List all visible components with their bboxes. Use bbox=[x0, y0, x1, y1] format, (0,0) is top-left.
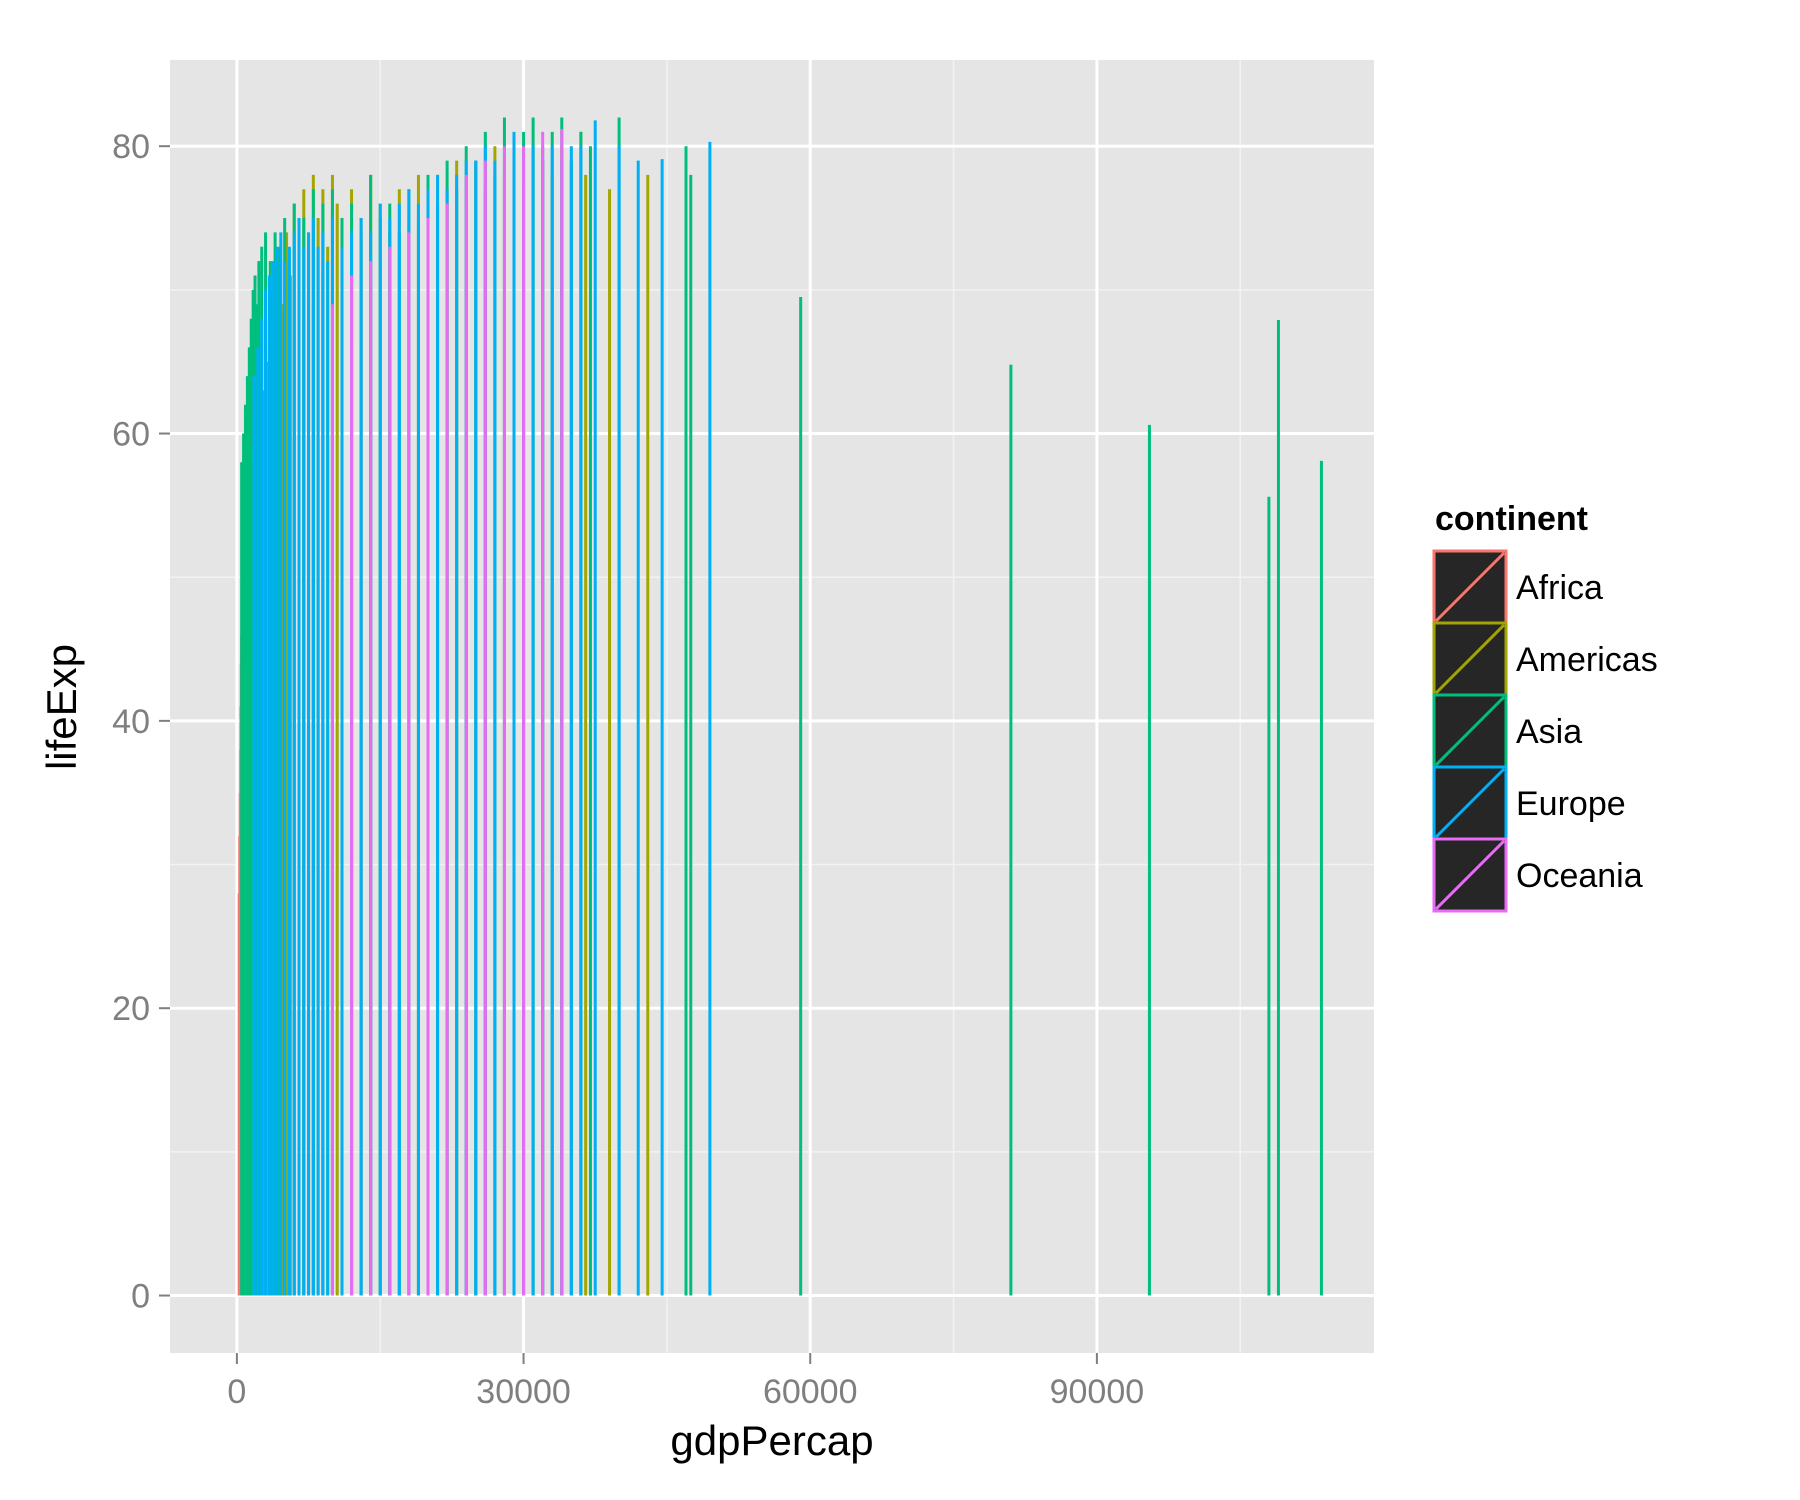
legend-label-africa: Africa bbox=[1516, 569, 1603, 607]
legend-key-slash-oceania bbox=[1434, 839, 1506, 911]
y-tick-label: 40 bbox=[112, 703, 150, 741]
axis-ticks bbox=[159, 145, 1098, 1364]
x-tick-label: 90000 bbox=[1050, 1373, 1145, 1411]
x-tick-label: 0 bbox=[227, 1373, 246, 1411]
legend-key-slash-asia bbox=[1434, 695, 1506, 767]
series-oceania bbox=[330, 128, 564, 1296]
y-tick-label: 20 bbox=[112, 990, 150, 1028]
spike-lines bbox=[237, 117, 1323, 1296]
legend: continent Africa Americas Asia Europe Oceani… bbox=[1432, 500, 1658, 913]
x-tick-label: 60000 bbox=[763, 1373, 858, 1411]
y-tick-label: 0 bbox=[131, 1278, 150, 1316]
y-tick-label: 80 bbox=[112, 128, 150, 166]
legend-label-europe: Europe bbox=[1516, 785, 1626, 823]
legend-label-asia: Asia bbox=[1516, 713, 1582, 751]
legend-label-oceania: Oceania bbox=[1516, 857, 1643, 895]
y-tick-label: 60 bbox=[112, 416, 150, 454]
legend-title: continent bbox=[1435, 500, 1588, 538]
legend-key-slash-africa bbox=[1434, 551, 1506, 623]
legend-label-americas: Americas bbox=[1516, 641, 1658, 679]
y-axis-title: lifeExp bbox=[38, 644, 85, 770]
x-axis-title: gdpPercap bbox=[670, 1417, 873, 1464]
x-tick-label: 30000 bbox=[476, 1373, 571, 1411]
tick-labels: 0 30000 60000 90000 0 20 40 60 80 bbox=[112, 128, 1144, 1411]
legend-key-slash-europe bbox=[1434, 767, 1506, 839]
legend-key-slash-americas bbox=[1434, 623, 1506, 695]
